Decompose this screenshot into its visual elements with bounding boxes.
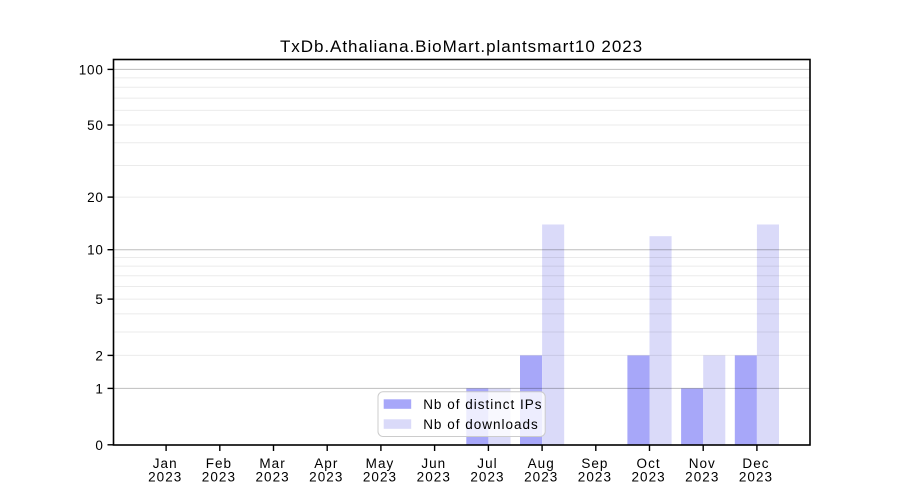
svg-text:2023: 2023 (363, 470, 397, 485)
svg-text:Sep: Sep (581, 456, 608, 471)
svg-text:May: May (366, 456, 395, 471)
svg-text:2023: 2023 (255, 470, 289, 485)
svg-text:2023: 2023 (739, 470, 773, 485)
svg-text:Oct: Oct (637, 456, 661, 471)
svg-text:Jun: Jun (421, 456, 446, 471)
svg-text:Apr: Apr (314, 456, 338, 471)
svg-text:TxDb.Athaliana.BioMart.plantsm: TxDb.Athaliana.BioMart.plantsmart10 2023 (280, 37, 643, 56)
svg-text:2023: 2023 (202, 470, 236, 485)
svg-text:2023: 2023 (417, 470, 451, 485)
svg-text:Nb of distinct IPs: Nb of distinct IPs (423, 397, 542, 412)
svg-text:Nb of downloads: Nb of downloads (423, 417, 539, 432)
svg-text:2023: 2023 (578, 470, 612, 485)
svg-text:Feb: Feb (206, 456, 232, 471)
svg-text:2023: 2023 (685, 470, 719, 485)
svg-text:5: 5 (95, 292, 103, 307)
svg-text:2023: 2023 (470, 470, 504, 485)
svg-text:Mar: Mar (259, 456, 285, 471)
svg-text:10: 10 (87, 243, 104, 258)
svg-text:Jul: Jul (477, 456, 497, 471)
svg-text:50: 50 (87, 118, 104, 133)
svg-text:100: 100 (79, 62, 104, 77)
svg-text:2023: 2023 (524, 470, 558, 485)
svg-text:0: 0 (95, 438, 103, 453)
svg-text:2023: 2023 (309, 470, 343, 485)
svg-text:2023: 2023 (631, 470, 665, 485)
svg-text:Jan: Jan (153, 456, 178, 471)
svg-text:Aug: Aug (528, 456, 555, 471)
svg-text:2: 2 (95, 348, 103, 363)
svg-text:Nov: Nov (689, 456, 716, 471)
svg-text:2023: 2023 (148, 470, 182, 485)
svg-text:1: 1 (95, 381, 103, 396)
svg-text:Dec: Dec (742, 456, 769, 471)
svg-text:20: 20 (87, 190, 104, 205)
